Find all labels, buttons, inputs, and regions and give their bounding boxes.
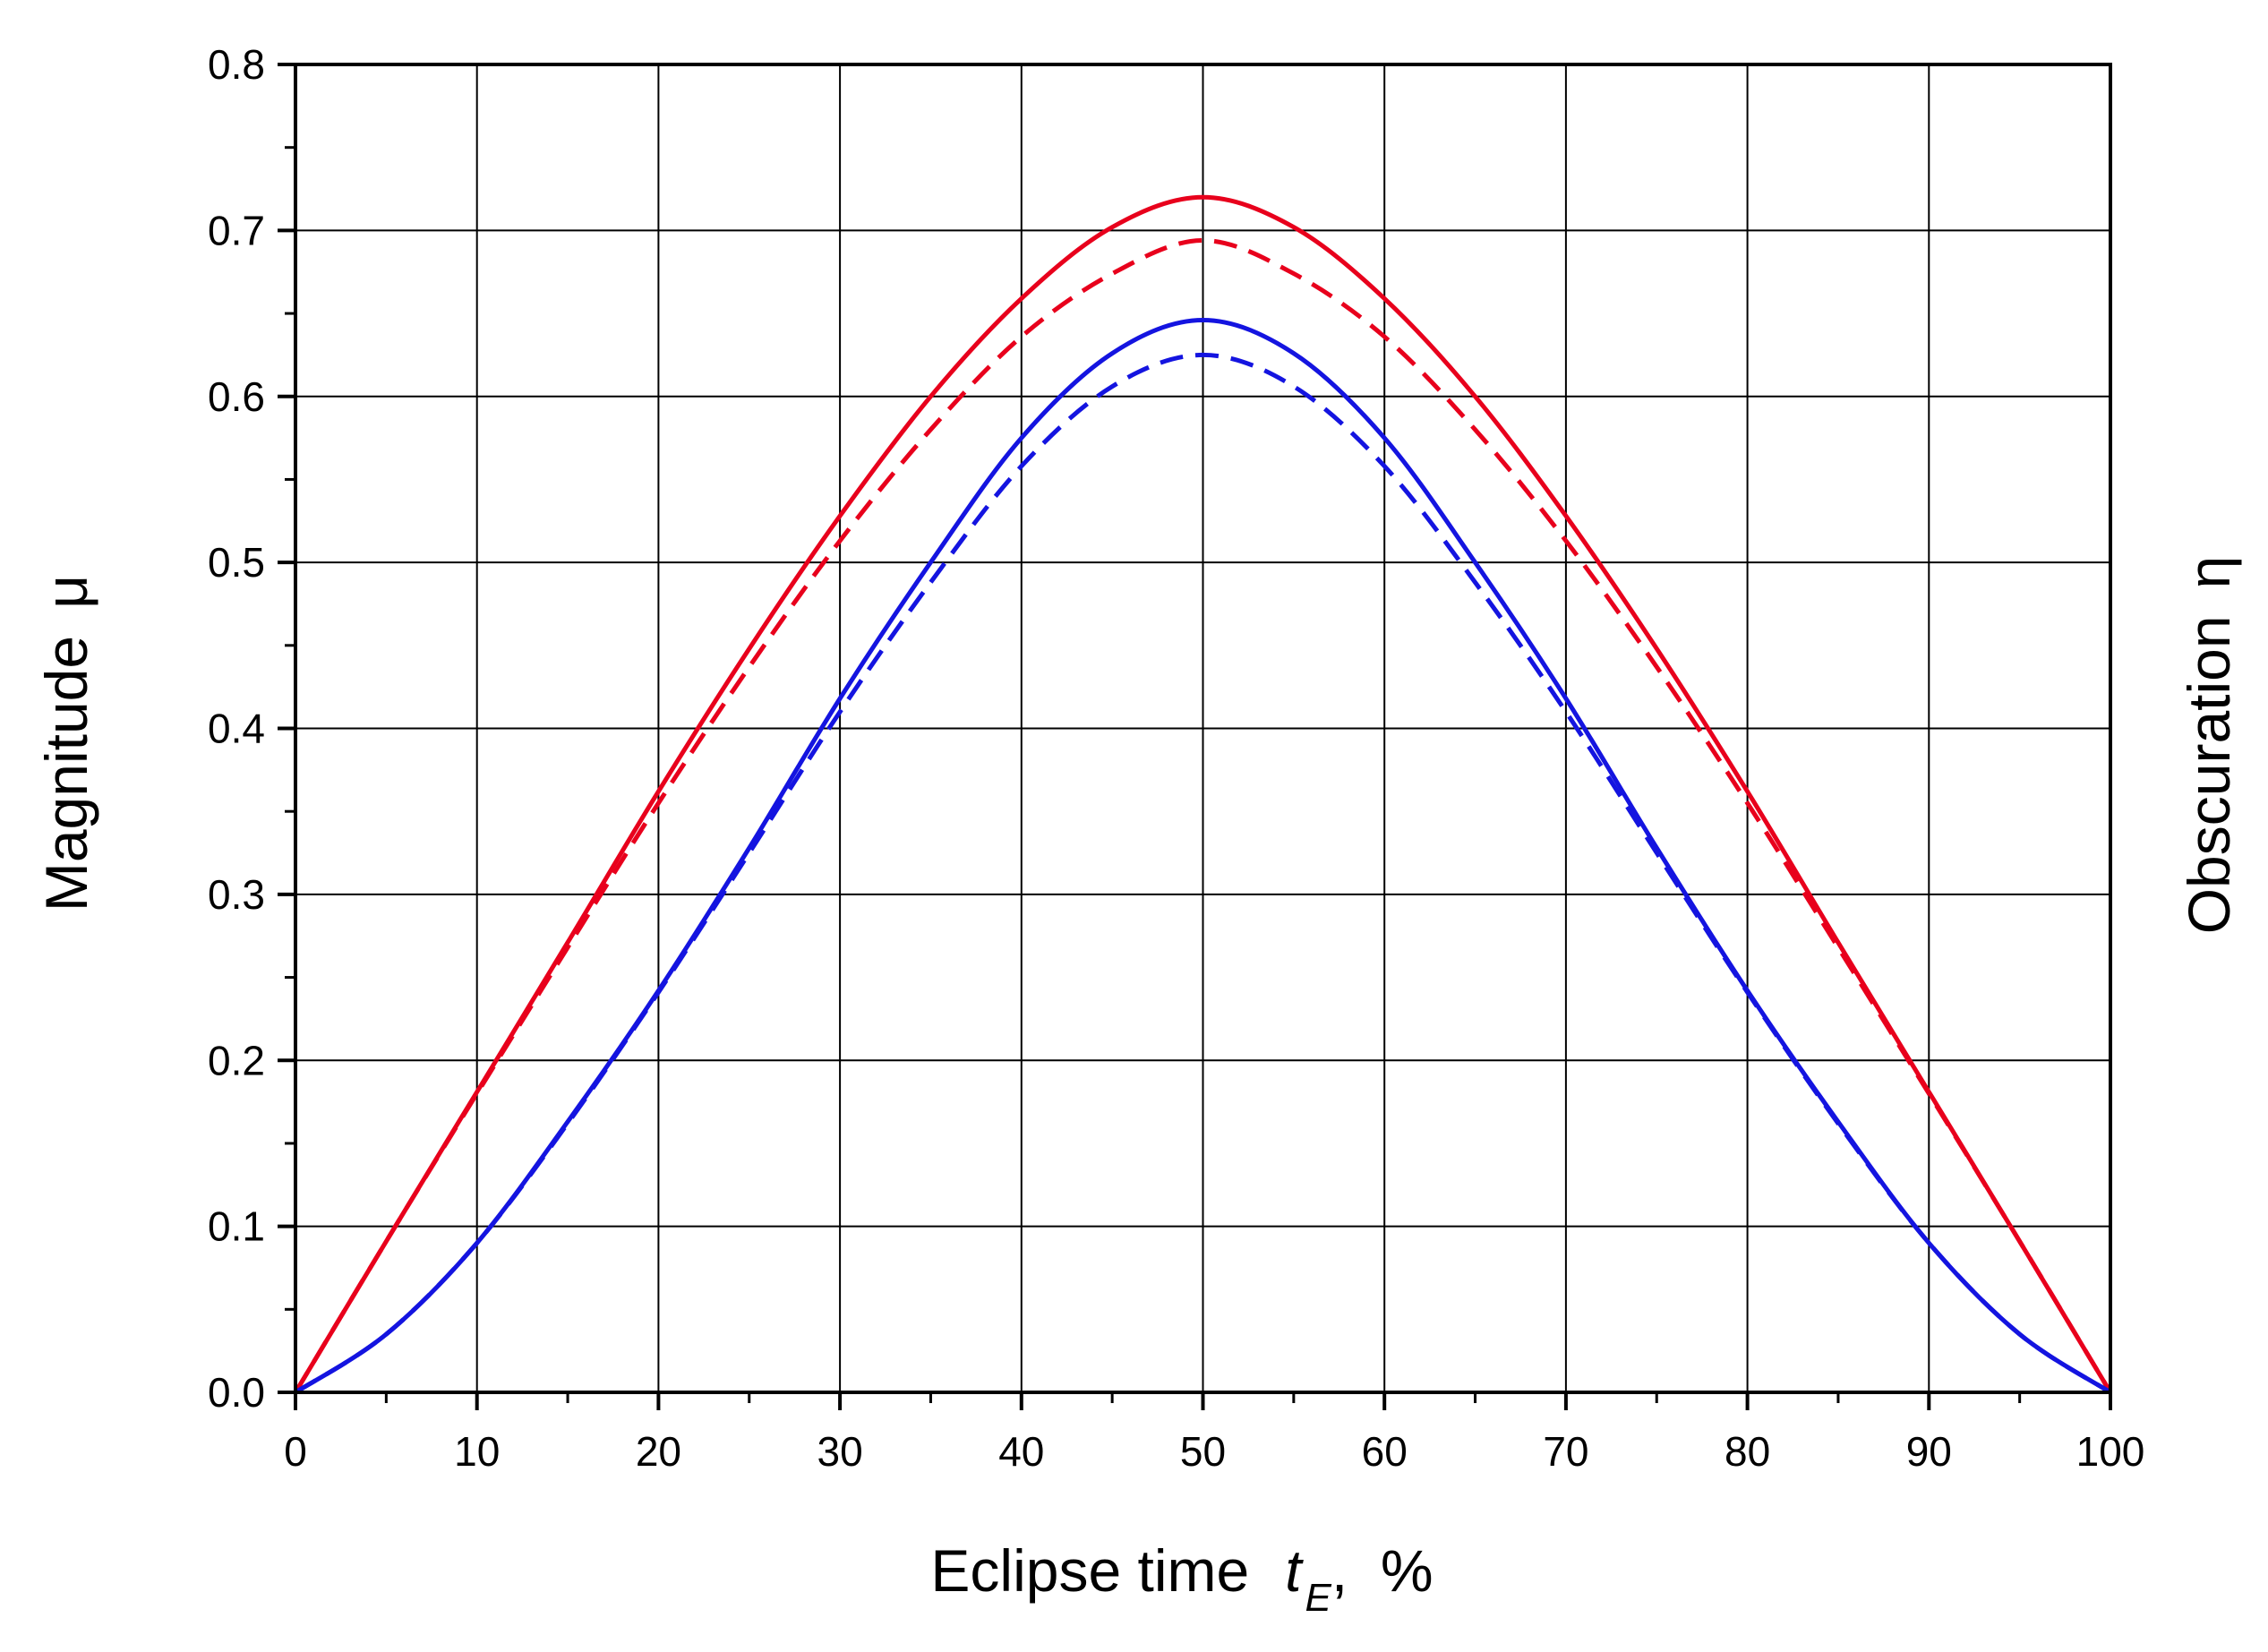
y-axis-symbol: μ — [33, 575, 99, 609]
x-tick-label: 100 — [2076, 1428, 2145, 1475]
x-tick-label: 20 — [636, 1428, 681, 1475]
x-tick-label: 30 — [817, 1428, 863, 1475]
x-axis-unit: , % — [1331, 1537, 1434, 1604]
axes — [278, 63, 2112, 1410]
y2-axis-symbol: η — [2176, 556, 2242, 589]
x-tick-label: 80 — [1725, 1428, 1770, 1475]
x-tick-label: 90 — [1906, 1428, 1952, 1475]
x-tick-label: 70 — [1543, 1428, 1588, 1475]
y-tick-label: 0.2 — [208, 1037, 265, 1083]
y2-axis-title: Obscuration η — [2176, 556, 2242, 935]
x-axis-title-text: Eclipse time — [930, 1537, 1249, 1604]
series-red-dashed — [293, 238, 2113, 1394]
y-tick-label: 0.4 — [208, 706, 265, 752]
x-axis-subscript: E — [1305, 1576, 1332, 1620]
y-axis-title: Magnitude μ — [33, 575, 99, 912]
tick-labels: 0 10 20 30 40 50 60 70 80 90 100 0.0 0.1 0.2 0.3 0.4 0.5… — [208, 41, 2144, 1475]
y-tick-label: 0.6 — [208, 373, 265, 420]
y-tick-label: 0.3 — [208, 871, 265, 918]
series-red-solid — [293, 194, 2113, 1394]
x-tick-label: 10 — [454, 1428, 500, 1475]
x-tick-label: 60 — [1362, 1428, 1408, 1475]
x-axis-symbol: t — [1285, 1537, 1304, 1604]
y-axis-title-text: Magnitude — [33, 636, 99, 912]
y2-axis-title-text: Obscuration — [2176, 615, 2242, 934]
y-tick-label: 0.5 — [208, 539, 265, 586]
y-tick-label: 0.0 — [208, 1369, 265, 1416]
series-blue-dashed — [294, 352, 2112, 1395]
y-tick-label: 0.1 — [208, 1203, 265, 1250]
x-tick-label: 0 — [284, 1428, 307, 1475]
grid — [295, 64, 2110, 1392]
x-tick-label: 40 — [998, 1428, 1044, 1475]
series-group — [293, 194, 2113, 1395]
x-axis-title: Eclipse time tE, % — [930, 1537, 1433, 1620]
x-tick-label: 50 — [1180, 1428, 1226, 1475]
y-tick-label: 0.8 — [208, 41, 265, 88]
y-tick-label: 0.7 — [208, 207, 265, 253]
